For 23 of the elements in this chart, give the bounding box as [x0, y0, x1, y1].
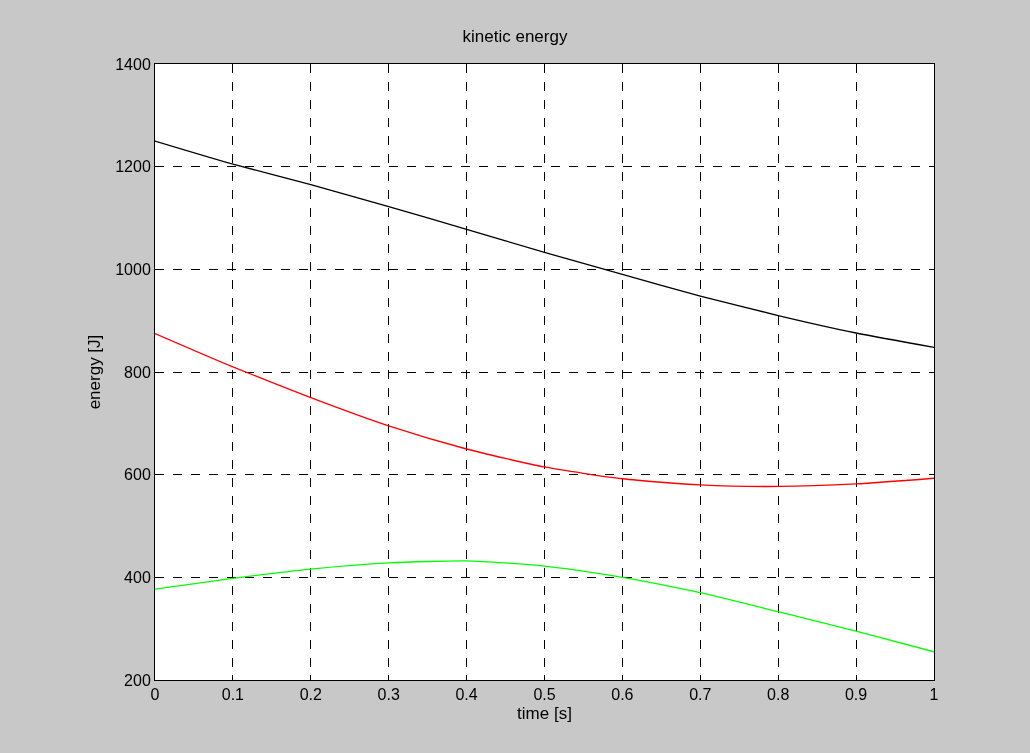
line-series — [155, 560, 934, 653]
x-tick-label: 0.2 — [299, 686, 323, 704]
x-tick-label: 0.4 — [455, 686, 478, 704]
chart-title: kinetic energy — [462, 27, 568, 46]
y-tick-label: 1200 — [115, 158, 151, 176]
y-axis-title: energy [J] — [84, 334, 104, 410]
x-tick-label: 0.9 — [844, 686, 868, 704]
y-tick-label: 200 — [124, 671, 151, 689]
x-tick-label: 0.8 — [767, 686, 790, 704]
x-tick-label: 1 — [929, 686, 939, 704]
x-axis-title: time [s] — [517, 703, 572, 723]
x-tick-label: 0.7 — [689, 686, 712, 704]
y-tick-label: 1400 — [115, 55, 151, 73]
y-tick-label: 400 — [124, 568, 151, 586]
x-tick-label: 0 — [150, 686, 160, 704]
line-series — [155, 332, 934, 488]
x-tick-label: 0.5 — [533, 686, 556, 704]
x-tick-label: 0.6 — [611, 686, 634, 704]
x-tick-label: 0.1 — [221, 686, 245, 704]
y-tick-label: 600 — [124, 466, 151, 484]
x-tick-label: 0.3 — [377, 686, 400, 704]
y-tick-label: 800 — [124, 363, 151, 381]
y-tick-label: 1000 — [115, 260, 151, 278]
